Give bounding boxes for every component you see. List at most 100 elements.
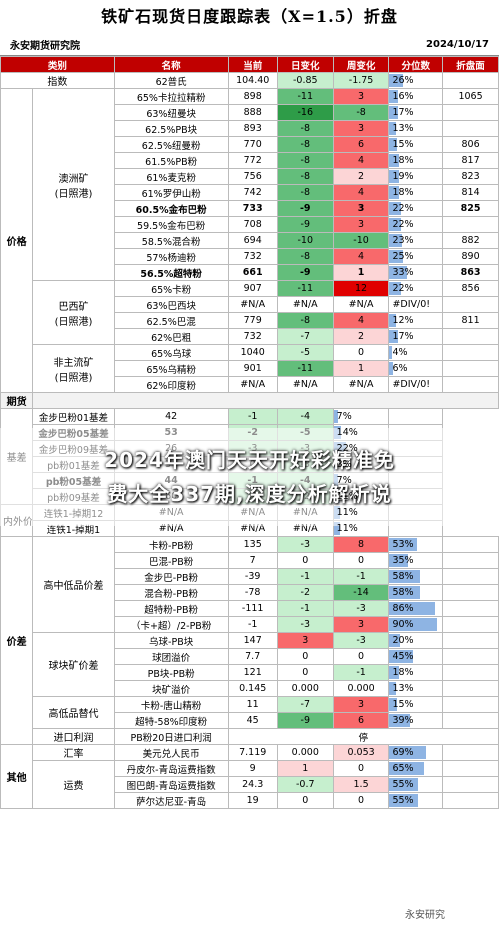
- percentile-bar: [389, 314, 396, 327]
- table-row: 非主流矿 (日照港) 65%乌球 1040 -5 0 4%: [1, 344, 499, 393]
- percentile-cell: 33%: [388, 264, 444, 281]
- subgroup-text: 高低品替代: [48, 709, 99, 720]
- current-cell: 停: [227, 728, 499, 745]
- subgroup-label: 汇率: [32, 744, 115, 761]
- percentile-cell: 18%: [388, 184, 444, 201]
- percentile-cell: #DIV/0!: [388, 296, 444, 313]
- header-current: 当前: [227, 56, 278, 73]
- day-change-cell: -7: [276, 328, 334, 345]
- name-cell: 58.5%混合粉: [113, 232, 229, 249]
- percentile-value: 13%: [392, 123, 414, 134]
- percentile-value: 13%: [392, 683, 414, 694]
- week-change-cell: 1: [332, 264, 390, 281]
- futures-equiv-cell: [442, 72, 499, 89]
- week-change-cell: 2: [332, 328, 390, 345]
- day-change-cell: -11: [276, 360, 334, 377]
- percentile-value: 15%: [392, 699, 414, 710]
- percentile-value: 22%: [392, 203, 414, 214]
- week-change-cell: 0.053: [332, 744, 390, 761]
- day-change-cell: 0: [276, 792, 334, 809]
- week-change-cell: 0: [332, 552, 390, 569]
- name-cell: 63%巴西块: [113, 296, 229, 313]
- table-row: 63%纽曼块 888 -16 -8 17%: [1, 104, 499, 121]
- subgroup-text: 巴西矿: [58, 301, 89, 313]
- subgroup-label: 高中低品价差: [32, 536, 115, 633]
- futures-equiv-cell: 825: [442, 200, 499, 217]
- name-cell: 球团溢价: [113, 648, 229, 665]
- current-cell: -111: [227, 600, 278, 617]
- week-change-cell: 0.000: [332, 680, 390, 697]
- percentile-bar: [389, 330, 399, 343]
- percentile-value: 7%: [336, 475, 352, 486]
- percentile-cell: 13%: [388, 680, 444, 697]
- name-cell: 65%乌球: [113, 344, 229, 361]
- week-change-cell: 4: [332, 248, 390, 265]
- subgroup-label: 运费: [32, 760, 115, 809]
- banner-line-1: 2024年澳门天天开好彩精准免: [104, 448, 395, 472]
- day-change-cell: #N/A: [276, 376, 334, 393]
- name-cell: 块矿溢价: [113, 680, 229, 697]
- subgroup-text: 非主流矿: [53, 357, 94, 369]
- futures-equiv-cell: 1065: [442, 88, 499, 105]
- subgroup-text: 运费: [63, 781, 84, 792]
- table-row: 62.5%纽曼粉 770 -8 6 15% 806: [1, 136, 499, 153]
- name-cell: 63%纽曼块: [113, 104, 229, 121]
- futures-equiv-cell: [442, 344, 499, 361]
- name-cell: 美元兑人民币: [113, 744, 229, 761]
- name-cell: 萨尔达尼亚-青岛: [113, 792, 229, 809]
- percentile-value: 6%: [392, 363, 408, 374]
- name-cell: 卡粉-PB粉: [113, 536, 229, 553]
- header-percentile: 分位数: [388, 56, 444, 73]
- percentile-bar: [389, 634, 400, 647]
- current-cell: 901: [227, 360, 278, 377]
- name-cell: 56.5%超特粉: [113, 264, 229, 281]
- current-cell: 772: [227, 152, 278, 169]
- percentile-cell: 15%: [388, 696, 444, 713]
- current-cell: 898: [227, 88, 278, 105]
- percentile-cell: 13%: [388, 120, 444, 137]
- week-change-cell: 6: [332, 712, 390, 729]
- current-cell: -1: [227, 616, 278, 633]
- name-cell: 61.5%PB粉: [113, 152, 229, 169]
- current-cell: 1040: [227, 344, 278, 361]
- futures-equiv-cell: [442, 616, 499, 633]
- day-change-cell: -3: [276, 616, 334, 633]
- futures-equiv-cell: [442, 584, 499, 601]
- subgroup-label: 非主流矿 (日照港): [32, 344, 115, 393]
- percentile-cell: 22%: [388, 216, 444, 233]
- day-change-cell: -9: [276, 200, 334, 217]
- futures-equiv-cell: 823: [442, 168, 499, 185]
- percentile-bar: [389, 74, 404, 87]
- percentile-cell: 15%: [388, 136, 444, 153]
- group-label: 价差: [0, 536, 34, 745]
- table-row: 56.5%超特粉 661 -9 1 33% 863: [1, 264, 499, 281]
- table-row: 进口利润 PB粉20日进口利润停: [1, 728, 499, 745]
- name-cell: 巴混-PB粉: [113, 552, 229, 569]
- watermark: 永安研究: [405, 910, 445, 921]
- week-change-cell: 12: [332, 280, 390, 297]
- percentile-cell: 4%: [388, 344, 444, 361]
- name-cell: 混合粉-PB粉: [113, 584, 229, 601]
- day-change-cell: -16: [276, 104, 334, 121]
- name-cell: 金步巴粉01基差: [32, 408, 115, 425]
- day-change-cell: -0.7: [276, 776, 334, 793]
- name-cell: 丹皮尔-青岛运费指数: [113, 760, 229, 777]
- percentile-bar: [389, 762, 424, 775]
- table-row: 60.5%金布巴粉 733 -9 3 22% 825: [1, 200, 499, 217]
- futures-equiv-cell: [442, 696, 499, 713]
- table-row: 价差 高中低品价差 卡粉-PB粉 135 -3 8 53%: [0, 536, 499, 745]
- day-change-cell: 0: [276, 552, 334, 569]
- week-change-cell: -1: [332, 568, 390, 585]
- current-cell: 45: [227, 712, 278, 729]
- name-cell: 超特粉-PB粉: [113, 600, 229, 617]
- week-change-cell: 6: [332, 136, 390, 153]
- group-label: 价格: [0, 88, 34, 393]
- percentile-value: 16%: [392, 91, 414, 102]
- name-cell: 65%卡拉拉精粉: [113, 88, 229, 105]
- header-week-change: 周变化: [332, 56, 390, 73]
- percentile-value: 3%: [336, 459, 352, 470]
- table-row: 块矿溢价 0.145 0.000 0.000 13%: [1, 680, 499, 697]
- day-change-cell: -8: [276, 184, 334, 201]
- futures-equiv-cell: 863: [442, 264, 499, 281]
- percentile-bar: [389, 666, 399, 679]
